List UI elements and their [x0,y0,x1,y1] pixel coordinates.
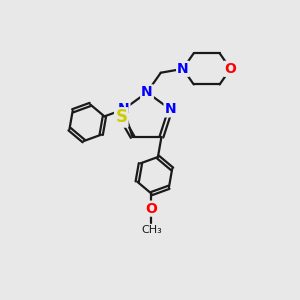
Text: O: O [146,202,158,216]
Text: S: S [115,108,127,126]
Text: CH₃: CH₃ [141,225,162,236]
Text: N: N [177,62,189,76]
Text: O: O [224,62,236,76]
Text: N: N [141,85,153,99]
Text: N: N [165,102,176,116]
Text: N: N [118,102,129,116]
